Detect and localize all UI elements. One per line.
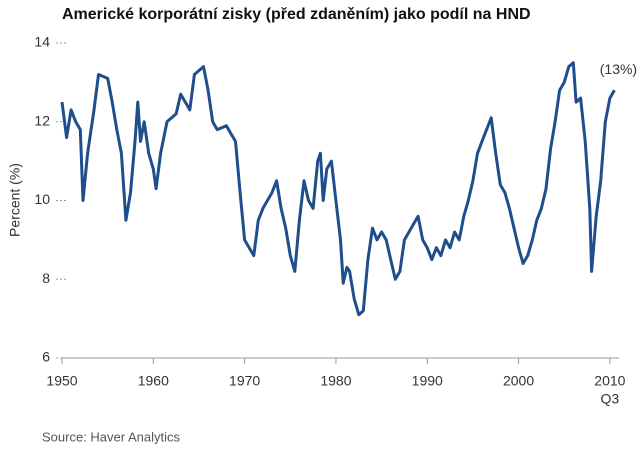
x-tick-label: 1990	[412, 373, 443, 389]
y-tick-label: 12	[34, 112, 50, 128]
y-tick-label: 8	[42, 270, 50, 286]
annotation: (13%)	[600, 61, 637, 77]
x-tick-label: 2000	[503, 373, 534, 389]
y-tick-label: 6	[42, 349, 50, 365]
source: Source: Haver Analytics	[42, 429, 181, 444]
x-tick-label: 1960	[138, 373, 169, 389]
y-tick-label: 14	[34, 34, 50, 50]
x-tick-label: 1950	[46, 373, 77, 389]
x-note: Q3	[601, 391, 620, 407]
chart-title: Americké korporátní zisky (před zdaněním…	[62, 6, 531, 23]
y-tick-label: 10	[34, 191, 50, 207]
x-tick-label: 1970	[229, 373, 260, 389]
line	[60, 61, 616, 317]
x-tick-label: 1980	[320, 373, 351, 389]
x-tick-label: 2010	[594, 373, 625, 389]
y-axis-label: Percent (%)	[7, 163, 23, 237]
